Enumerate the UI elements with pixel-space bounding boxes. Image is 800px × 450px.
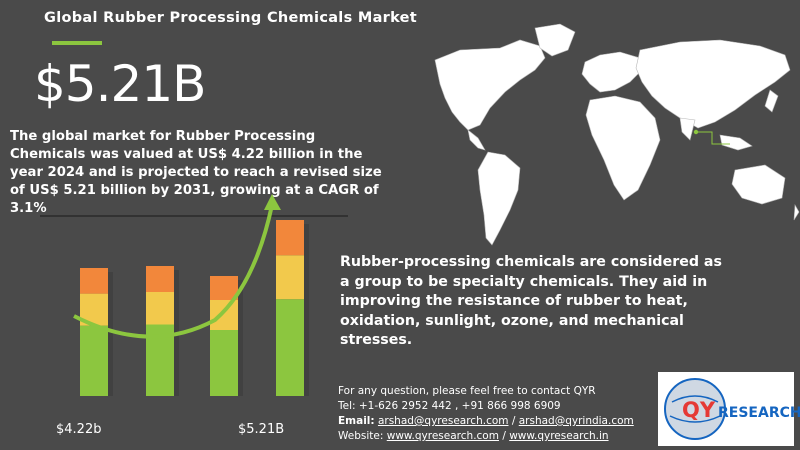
contact-tel: Tel: +1-626 2952 442 , +91 866 998 6909 bbox=[338, 400, 561, 412]
contact-email-row: Email: arshad@qyresearch.com / arshad@qy… bbox=[338, 414, 634, 429]
website-link-2[interactable]: www.qyresearch.in bbox=[509, 430, 609, 442]
chart-label-start: $4.22b bbox=[56, 422, 102, 437]
qyresearch-logo: QY RESEARCH bbox=[658, 372, 800, 446]
email-link-1[interactable]: arshad@qyresearch.com bbox=[377, 415, 509, 427]
market-summary: The global market for Rubber Processing … bbox=[10, 129, 382, 216]
email-label: Email: bbox=[338, 415, 375, 427]
title-accent-bar bbox=[52, 41, 102, 45]
contact-intro: For any question, please feel free to co… bbox=[338, 385, 596, 397]
bar-0-bottom-segment bbox=[80, 325, 108, 396]
email-link-2[interactable]: arshad@qyrindia.com bbox=[518, 415, 634, 427]
market-value: $5.21B bbox=[34, 55, 206, 113]
contact-website-row: Website: www.qyresearch.com / www.qyrese… bbox=[338, 429, 634, 444]
bar-3-bottom-segment bbox=[276, 299, 304, 396]
chart-label-end: $5.21B bbox=[238, 422, 285, 437]
product-description: Rubber-processing chemicals are consider… bbox=[340, 254, 722, 348]
bar-3-middle-segment bbox=[276, 255, 304, 300]
website-separator: / bbox=[502, 430, 506, 442]
bar-3-top-segment bbox=[276, 220, 304, 256]
bar-1-middle-segment bbox=[146, 292, 174, 325]
bar-2-bottom-segment bbox=[210, 330, 238, 396]
website-label: Website: bbox=[338, 430, 384, 442]
growth-arrow-line bbox=[73, 204, 274, 339]
logo-prefix: QY bbox=[682, 398, 716, 422]
contact-block: For any question, please feel free to co… bbox=[338, 384, 634, 444]
email-separator: / bbox=[511, 415, 516, 427]
map-pointer bbox=[696, 131, 730, 145]
growth-arrow-head bbox=[264, 194, 281, 210]
bar-0-top-segment bbox=[80, 268, 108, 294]
website-link-1[interactable]: www.qyresearch.com bbox=[386, 430, 499, 442]
bar-2-middle-segment bbox=[210, 300, 238, 330]
bar-1-top-segment bbox=[146, 266, 174, 292]
page-title: Global Rubber Processing Chemicals Marke… bbox=[44, 10, 418, 26]
logo-graphic bbox=[664, 378, 726, 440]
logo-suffix: RESEARCH bbox=[718, 405, 800, 421]
bar-2-top-segment bbox=[210, 276, 238, 300]
